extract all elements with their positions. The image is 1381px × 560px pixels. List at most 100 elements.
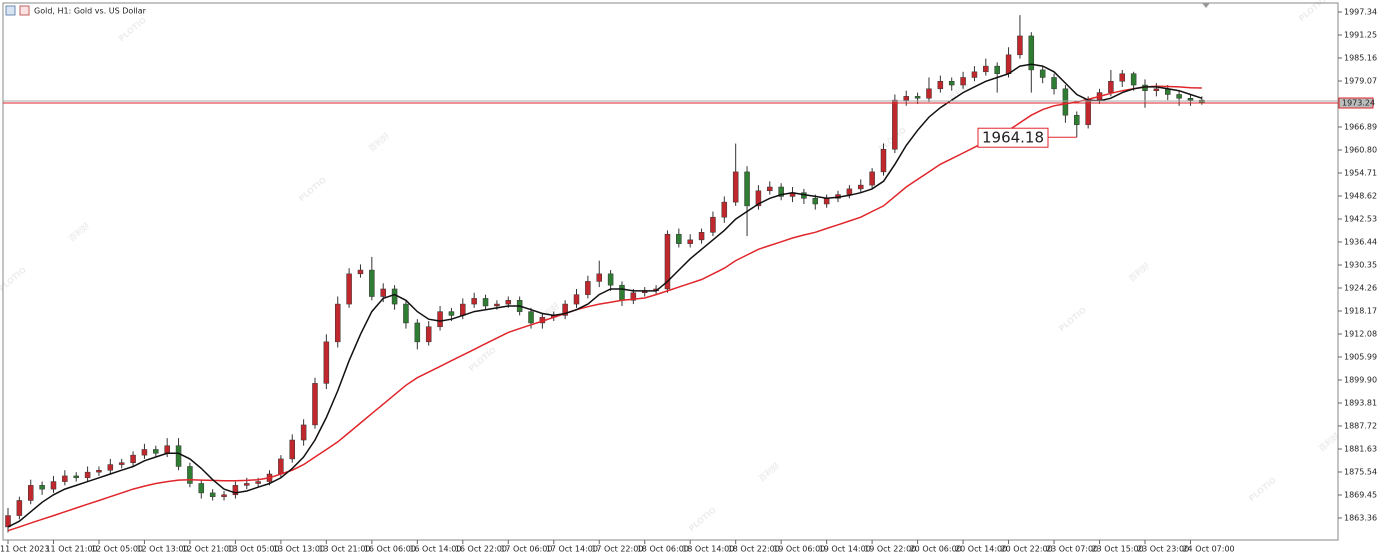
candle-body [1039,69,1046,78]
candle-body [880,148,887,173]
candle-body [107,464,114,471]
candle-body [732,171,739,203]
candle-body [1074,114,1080,125]
x-tick-label: 13 Oct 13:00 [273,545,325,554]
candle-body [823,198,830,205]
y-tick-label: 1960.80 [1344,145,1377,154]
candle-body [312,383,318,426]
annotation-label: 1964.18 [982,129,1044,147]
candle-body [698,232,705,241]
candle-body [425,326,432,343]
candle-body [983,65,989,73]
candle-body [414,322,421,343]
candle-body [323,341,330,384]
candle-body [914,96,921,99]
y-tick-label: 1893.81 [1344,398,1377,407]
candle-body [573,294,580,305]
candle-body [471,298,477,305]
candle-body [460,303,466,316]
y-tick-label: 1942.53 [1344,214,1377,223]
candle-body [255,481,261,484]
candle-body [164,445,170,454]
y-tick-label: 1997.34 [1344,7,1377,16]
candle-body [1062,88,1069,116]
candle-body [1017,35,1023,56]
candle-body [300,424,307,441]
x-tick-label: 12 Oct 13:00 [136,545,188,554]
candle-body [562,303,568,316]
x-tick-label: 19 Oct 14:00 [819,545,871,554]
candle-body [892,99,898,150]
candle-body [528,311,534,324]
y-tick-label: 1979.07 [1344,76,1377,85]
chart-title: Gold, H1: Gold vs. US Dollar [34,7,147,16]
x-tick-label: 17 Oct 14:00 [546,545,598,554]
candle-body [596,273,602,282]
candle-body [1153,88,1160,91]
x-tick-label: 18 Oct 14:00 [682,545,734,554]
candle-body [209,492,216,497]
candle-body [630,292,637,301]
candle-body [846,188,853,195]
y-tick-label: 1863.36 [1344,513,1377,522]
y-tick-label: 1966.89 [1344,122,1377,131]
candle-body [175,445,182,467]
y-tick-label: 1881.63 [1344,444,1377,453]
candle-body [1028,35,1035,71]
candle-body [232,485,239,496]
x-tick-label: 16 Oct 06:00 [364,545,416,554]
x-tick-label: 16 Oct 22:00 [455,545,507,554]
x-tick-label: 20 Oct 06:00 [910,545,962,554]
candle-body [812,198,819,205]
moving-average-line [7,63,1203,528]
candle-body [607,273,614,286]
y-tick-label: 1918.17 [1344,306,1377,315]
y-tick-label: 1912.08 [1344,329,1377,338]
candle-body [960,77,966,86]
y-tick-label: 1887.72 [1344,421,1377,430]
candle-body [721,201,728,218]
y-tick-label: 1924.26 [1344,283,1377,292]
x-tick-label: 23 Oct 07:00 [1046,545,1098,554]
candle-body [937,81,944,90]
candle-body [118,462,125,465]
x-tick-label: 24 Oct 07:00 [1182,545,1234,554]
candle-body [926,88,932,99]
candle-body [1176,94,1182,99]
candle-body [1051,77,1057,90]
candle-body [494,303,500,307]
candle-body [391,288,398,305]
candle-body [1005,54,1012,74]
candle-body [369,269,375,297]
candle-body [403,303,409,324]
candle-body [778,186,784,197]
x-tick-label: 23 Oct 15:00 [1092,545,1144,554]
x-tick-label: 17 Oct 06:00 [500,545,552,554]
candle-body [289,439,295,460]
candle-body [84,471,91,479]
candle-body [437,311,443,327]
candle-body [1187,97,1194,101]
y-tick-label: 1991.25 [1344,30,1377,39]
candle-body [1130,73,1137,86]
candle-body [585,281,591,295]
y-tick-label: 1948.62 [1344,191,1377,200]
candle-body [141,449,148,456]
candle-body [153,449,159,454]
plot-frame [2,2,1339,541]
candle-body [1119,73,1126,82]
candle-body [16,500,23,516]
price-label: 1973.24 [1342,99,1375,108]
candle-body [187,466,193,484]
x-tick-label: 16 Oct 14:00 [409,545,461,554]
candle-body [767,186,773,192]
candle-body [50,481,57,490]
candle-body [380,288,386,297]
candle-body [619,284,625,301]
candle-body [346,273,352,305]
x-tick-label: 12 Oct 21:00 [182,545,234,554]
candle-body [1085,99,1091,125]
x-tick-label: 18 Oct 06:00 [637,545,689,554]
